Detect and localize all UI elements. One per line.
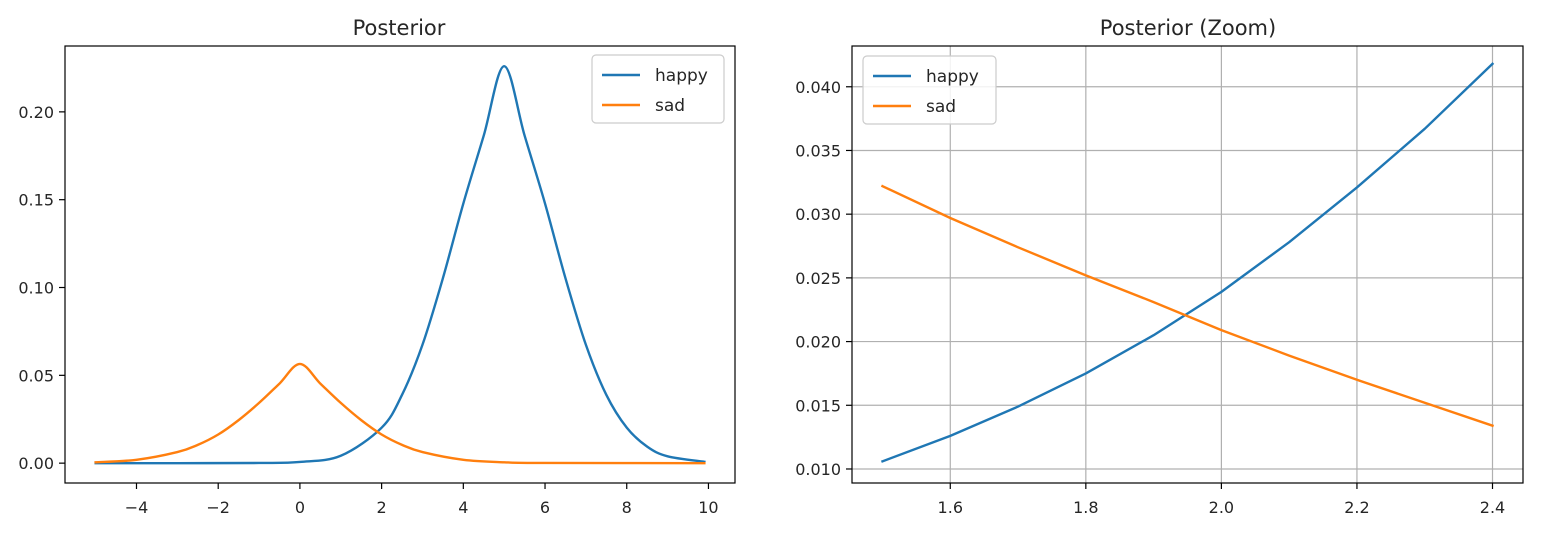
x-tick-label: 2	[377, 498, 387, 517]
legend-label-happy: happy	[655, 66, 708, 86]
y-tick-label: 0.040	[795, 78, 841, 97]
legend-label-happy: happy	[926, 67, 979, 87]
y-tick-label: 0.00	[18, 454, 54, 473]
chart-posterior: Posterior −4 −2 0 2 4 6 8 10 0.00 0.05 0.10 0.15 0.2…	[18, 16, 736, 517]
plot-area-frame	[851, 45, 1524, 484]
x-tick-label: 2.0	[1209, 498, 1234, 517]
chart-title: Posterior	[353, 16, 446, 40]
y-tick-label: 0.15	[18, 191, 54, 210]
legend-label-sad: sad	[655, 96, 685, 116]
series-line-sad	[94, 362, 706, 465]
x-tick-label: 6	[540, 498, 550, 517]
series-line-happy	[880, 62, 1495, 463]
x-tick-label: 4	[458, 498, 468, 517]
y-tick-label: 0.10	[18, 279, 54, 298]
legend: happy sad	[591, 54, 725, 124]
x-tick-label: 1.6	[938, 498, 963, 517]
chart-posterior-zoom: Posterior (Zoom) 1.6 1.8 2.0 2.2 2.4 0.010 0.0…	[795, 16, 1524, 517]
y-tick-label: 0.020	[795, 333, 841, 352]
y-tick-label: 0.025	[795, 269, 841, 288]
x-tick-label: 2.2	[1344, 498, 1369, 517]
x-tick-label: 1.8	[1073, 498, 1098, 517]
y-tick-label: 0.20	[18, 103, 54, 122]
y-tick-label: 0.010	[795, 460, 841, 479]
y-tick-label: 0.035	[795, 141, 841, 160]
y-tick-label: 0.05	[18, 366, 54, 385]
x-tick-label: 10	[698, 498, 718, 517]
series-line-happy	[94, 65, 706, 465]
x-tick-label: −2	[206, 498, 230, 517]
x-tick-label: 2.4	[1480, 498, 1505, 517]
legend: happy sad	[862, 55, 997, 125]
chart-title: Posterior (Zoom)	[1100, 16, 1276, 40]
x-tick-label: 0	[295, 498, 305, 517]
x-tick-label: 8	[622, 498, 632, 517]
x-tick-label: −4	[125, 498, 149, 517]
series-line-sad	[880, 184, 1495, 428]
y-tick-label: 0.030	[795, 205, 841, 224]
plot-area-frame	[64, 45, 736, 484]
legend-label-sad: sad	[926, 97, 956, 117]
y-tick-label: 0.015	[795, 396, 841, 415]
